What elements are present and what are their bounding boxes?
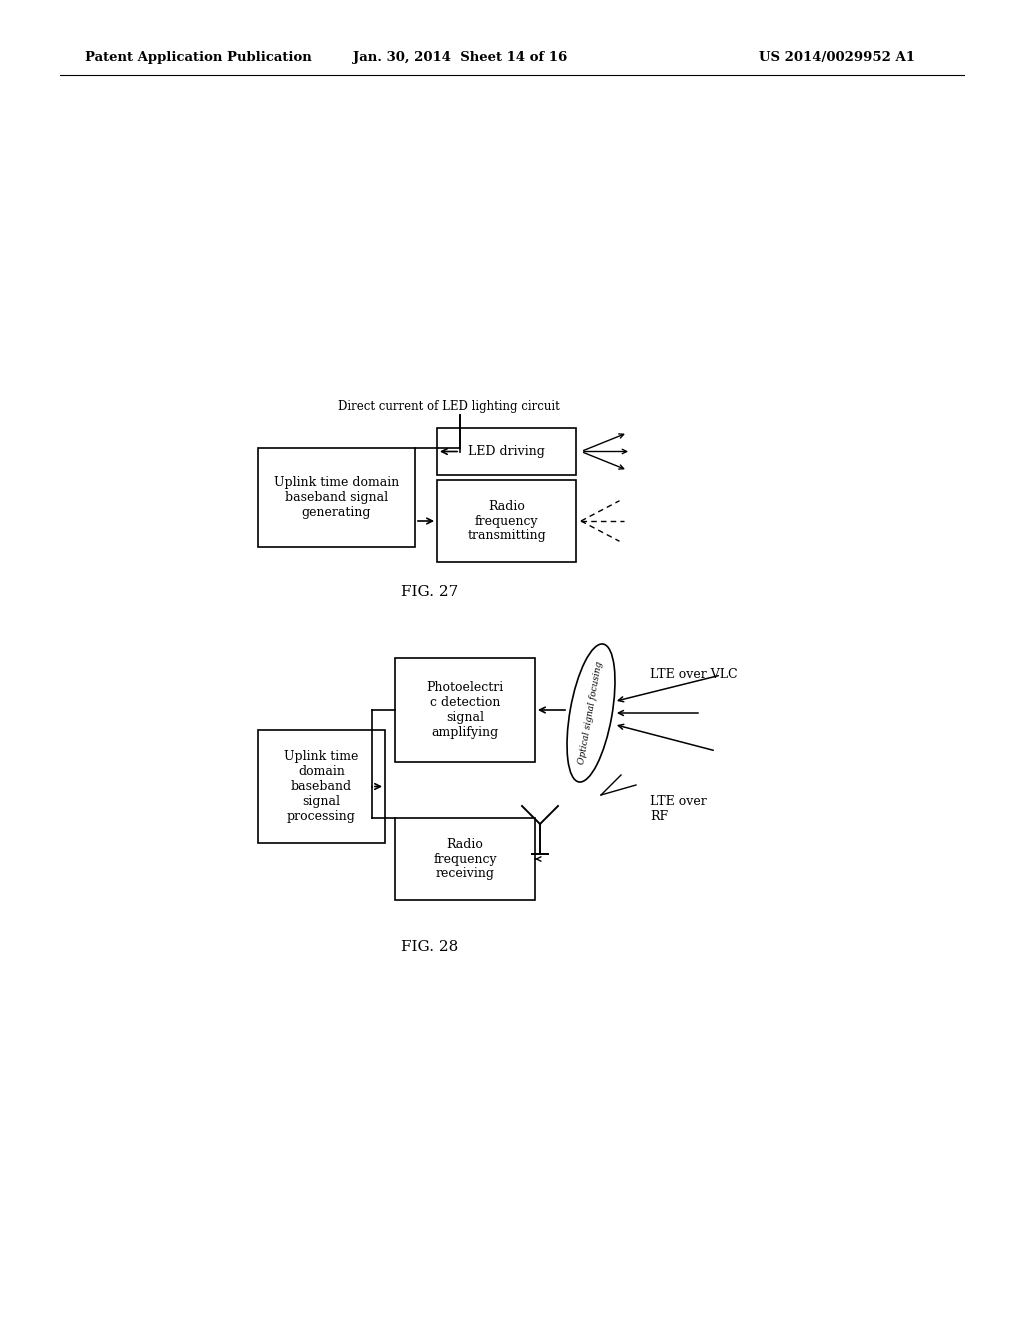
Bar [395, 818, 535, 900]
Bar [437, 428, 575, 475]
Text: US 2014/0029952 A1: US 2014/0029952 A1 [759, 51, 915, 65]
Text: FIG. 27: FIG. 27 [401, 585, 459, 599]
Bar [395, 657, 535, 762]
Text: LTE over VLC: LTE over VLC [650, 668, 737, 681]
Text: Optical signal focusing: Optical signal focusing [578, 661, 604, 766]
Text: Radio
frequency
transmitting: Radio frequency transmitting [467, 499, 546, 543]
Text: FIG. 28: FIG. 28 [401, 940, 459, 954]
Ellipse shape [567, 644, 615, 781]
Text: LED driving: LED driving [468, 445, 545, 458]
Text: Jan. 30, 2014  Sheet 14 of 16: Jan. 30, 2014 Sheet 14 of 16 [353, 51, 567, 65]
Bar [258, 447, 415, 546]
Text: Uplink time
domain
baseband
signal
processing: Uplink time domain baseband signal proce… [285, 750, 358, 822]
Text: LTE over
RF: LTE over RF [650, 795, 707, 822]
Text: Photoelectri
c detection
signal
amplifying: Photoelectri c detection signal amplifyi… [426, 681, 504, 739]
Bar [437, 480, 575, 562]
Text: Patent Application Publication: Patent Application Publication [85, 51, 311, 65]
Text: Radio
frequency
receiving: Radio frequency receiving [433, 837, 497, 880]
Text: Direct current of LED lighting circuit: Direct current of LED lighting circuit [338, 400, 560, 413]
Text: Uplink time domain
baseband signal
generating: Uplink time domain baseband signal gener… [273, 477, 399, 519]
Bar [258, 730, 385, 843]
